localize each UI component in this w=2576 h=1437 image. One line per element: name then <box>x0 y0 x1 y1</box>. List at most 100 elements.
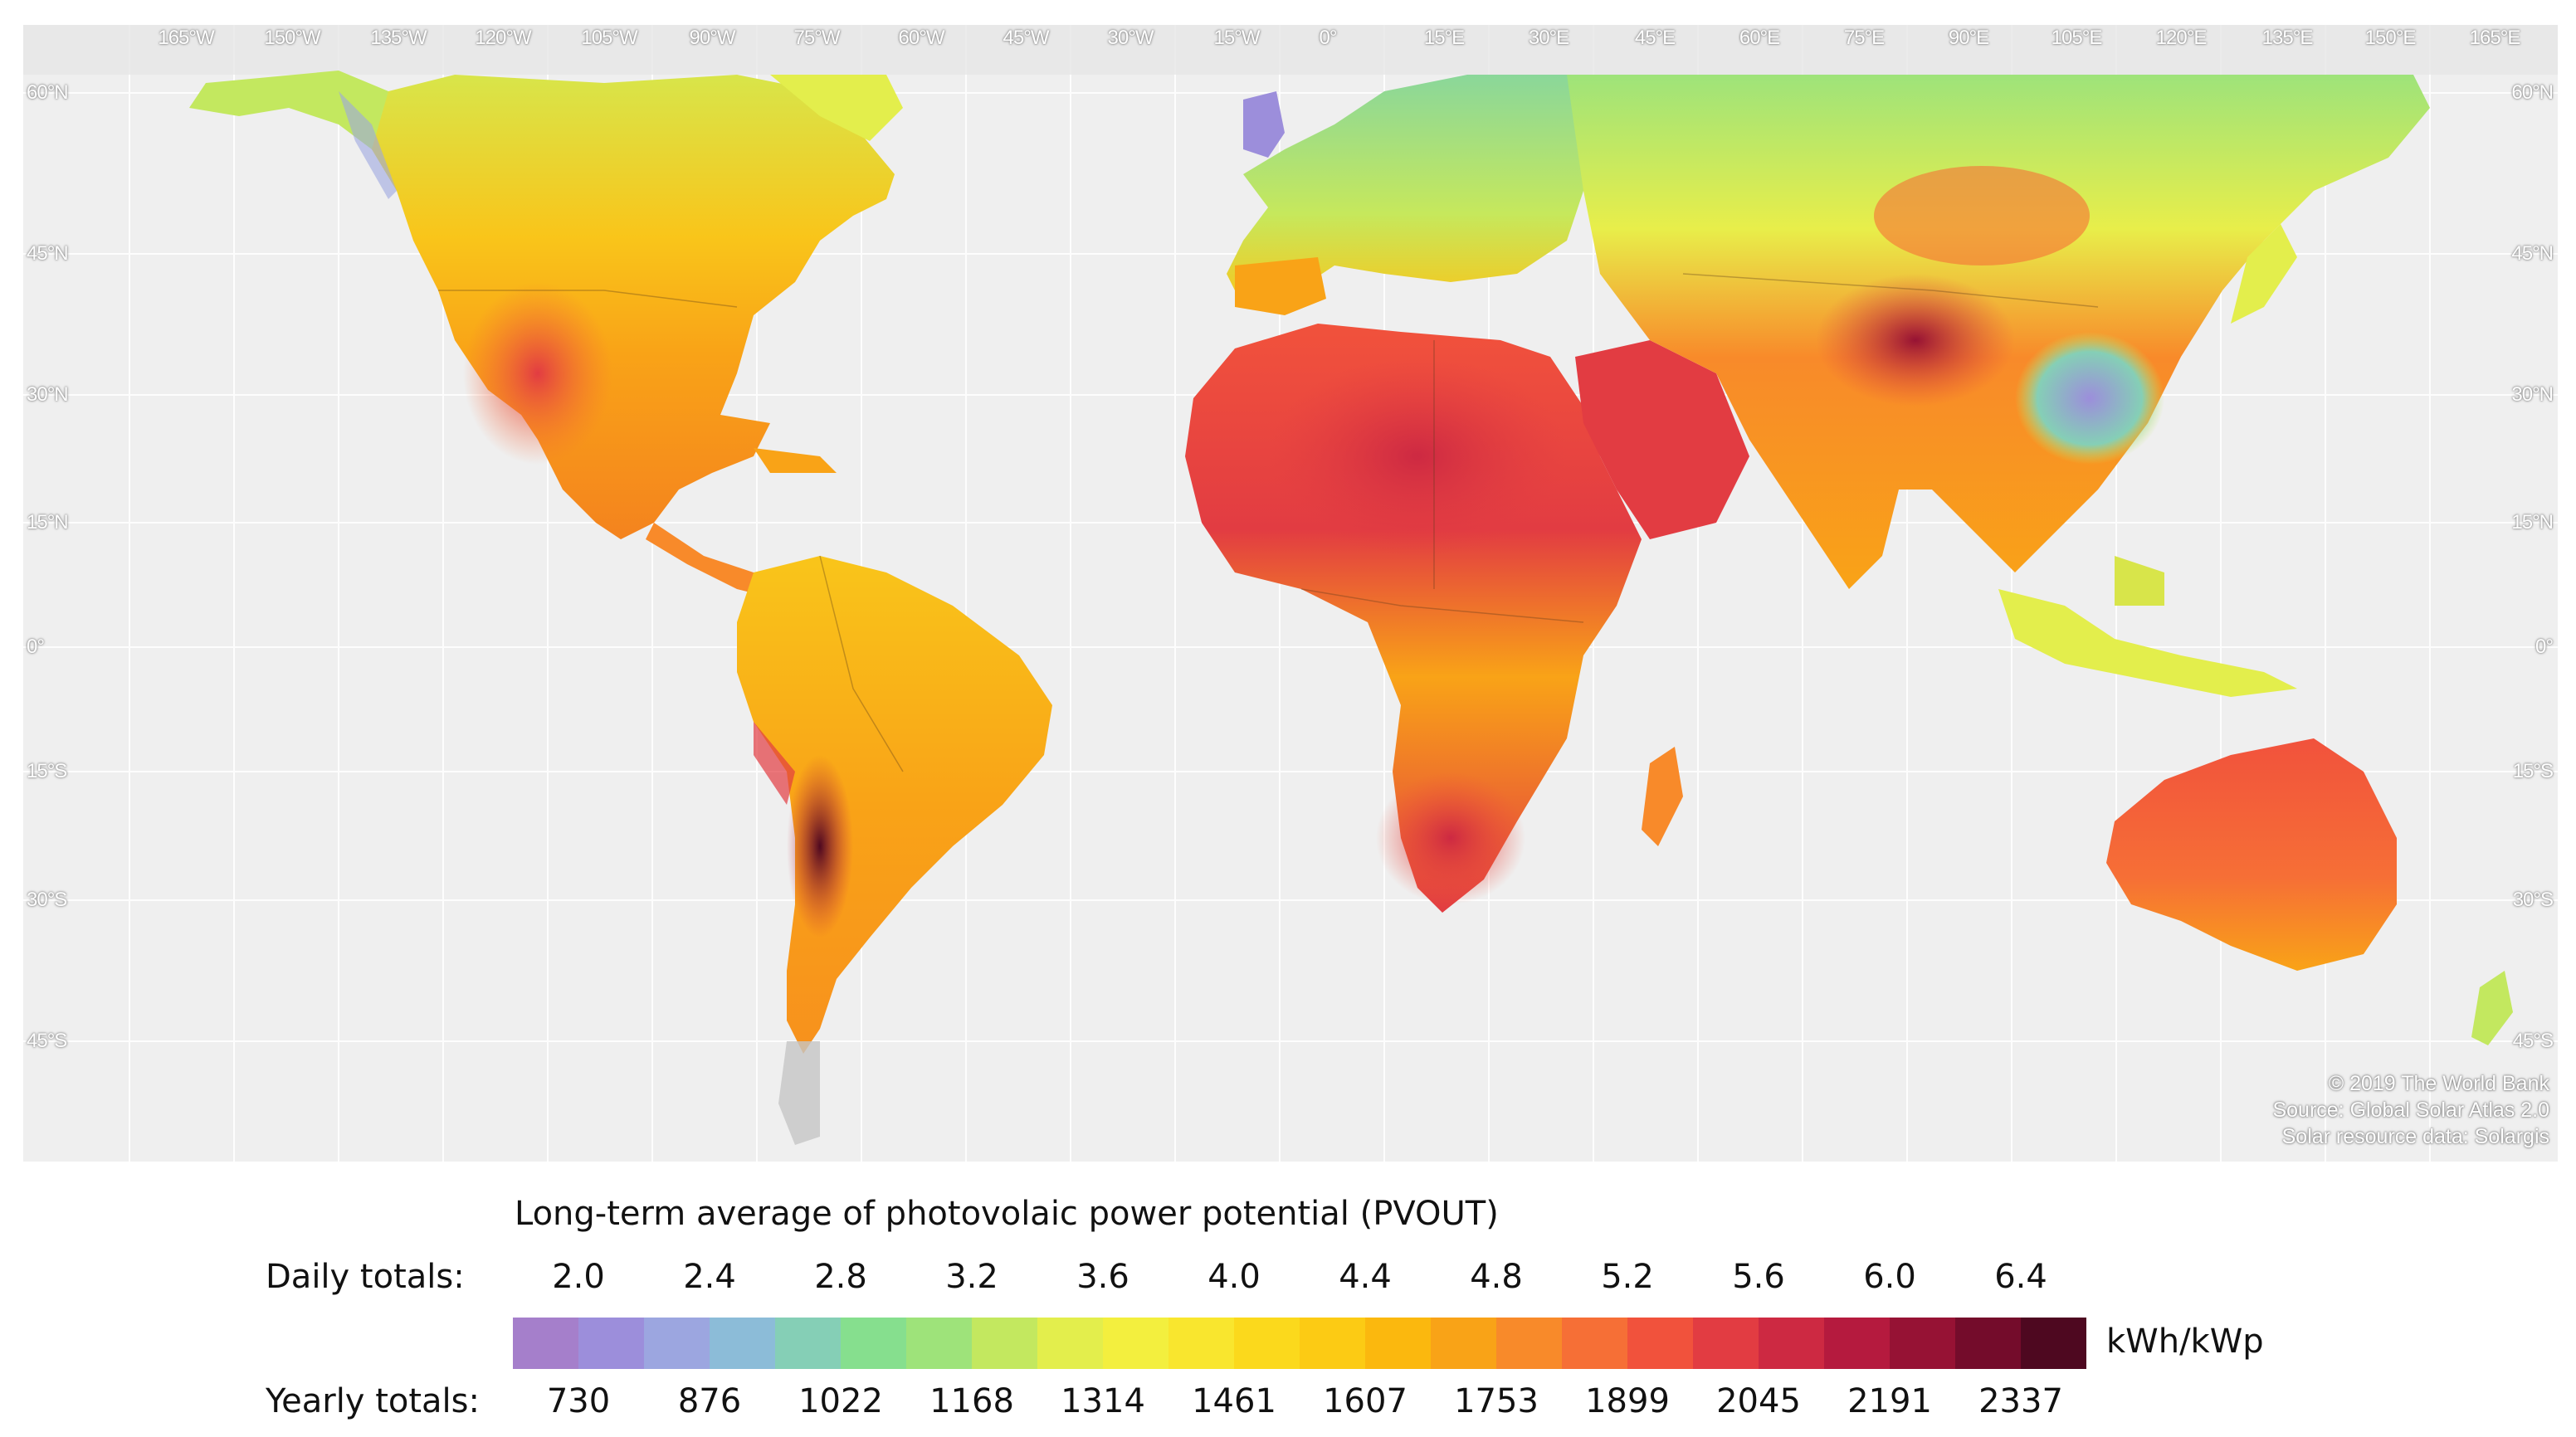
arabian-peninsula <box>1575 340 1749 539</box>
pvout-map-graphic <box>23 25 2558 1162</box>
longitude-label: 60°W <box>898 27 945 49</box>
japan <box>2231 224 2297 324</box>
north-america <box>355 75 895 539</box>
latitude-label: 0° <box>27 636 45 658</box>
daily-value: 3.6 <box>1076 1258 1129 1296</box>
madagascar <box>1642 747 1683 846</box>
yearly-value: 2191 <box>1847 1382 1932 1420</box>
daily-totals-label: Daily totals: <box>266 1258 465 1296</box>
daily-value: 5.2 <box>1601 1258 1654 1296</box>
colorbar-swatch <box>972 1318 1037 1369</box>
longitude-label: 120°W <box>475 27 531 49</box>
longitude-label: 60°E <box>1739 27 1780 49</box>
unit-label: kWh/kWp <box>2106 1323 2264 1361</box>
colorbar-swatch <box>644 1318 710 1369</box>
latitude-label: 0° <box>2535 636 2554 658</box>
colorbar-swatch <box>1168 1318 1234 1369</box>
latitude-label: 45°N <box>27 242 69 265</box>
yearly-value: 1022 <box>798 1382 883 1420</box>
latitude-label: 30°S <box>27 889 67 911</box>
longitude-label: 30°E <box>1528 27 1569 49</box>
colorbar-swatch <box>1824 1318 1890 1369</box>
latitude-label: 60°N <box>2511 81 2554 104</box>
world-map: 165°W 150°W 135°W 120°W 105°W 90°W 75°W … <box>23 25 2558 1162</box>
colorbar-swatch <box>2021 1318 2086 1369</box>
colorbar-swatch <box>1496 1318 1562 1369</box>
australia <box>2106 738 2397 971</box>
longitude-label: 90°E <box>1948 27 1989 49</box>
longitude-label: 90°W <box>689 27 736 49</box>
latitude-label: 45°N <box>2511 242 2554 265</box>
longitude-label: 75°W <box>793 27 841 49</box>
colorbar-swatch <box>1693 1318 1759 1369</box>
longitude-label: 45°E <box>1634 27 1676 49</box>
new-zealand <box>2471 971 2513 1045</box>
latitude-label: 15°S <box>27 760 67 782</box>
map-credits: © 2019 The World Bank Source: Global Sol… <box>2272 1070 2549 1150</box>
latitude-label: 45°S <box>2512 1030 2554 1052</box>
daily-value: 6.4 <box>1994 1258 2047 1296</box>
yearly-value: 1753 <box>1454 1382 1539 1420</box>
longitude-label: 165°W <box>158 27 214 49</box>
daily-value: 6.0 <box>1863 1258 1916 1296</box>
colorbar-swatch <box>1955 1318 2021 1369</box>
latitude-label: 30°S <box>2512 889 2554 911</box>
longitude-label: 150°W <box>264 27 320 49</box>
longitude-label: 120°E <box>2155 27 2208 49</box>
yearly-value: 1461 <box>1192 1382 1276 1420</box>
latitude-label: 15°N <box>27 511 69 533</box>
longitude-label: 75°E <box>1843 27 1885 49</box>
colorbar-swatch <box>1103 1318 1168 1369</box>
longitude-label: 165°E <box>2469 27 2521 49</box>
latitude-label: 60°N <box>27 81 69 104</box>
colorbar-swatch <box>578 1318 644 1369</box>
colorbar-swatch <box>1562 1318 1627 1369</box>
credit-line: Source: Global Solar Atlas 2.0 <box>2272 1098 2549 1122</box>
colorbar <box>513 1318 2086 1369</box>
colorbar-swatch <box>1037 1318 1103 1369</box>
south-america <box>737 556 1052 1054</box>
colorbar-swatch <box>710 1318 775 1369</box>
yearly-value: 876 <box>677 1382 742 1420</box>
daily-value: 2.4 <box>683 1258 736 1296</box>
colorbar-swatch <box>1300 1318 1365 1369</box>
colorbar-swatch <box>1890 1318 1955 1369</box>
colorbar-swatch <box>1365 1318 1431 1369</box>
daily-value: 4.8 <box>1470 1258 1523 1296</box>
credit-line: Solar resource data: Solargis <box>2281 1125 2549 1148</box>
daily-value: 5.6 <box>1732 1258 1785 1296</box>
yearly-value: 2337 <box>1978 1382 2063 1420</box>
longitude-label: 15°E <box>1423 27 1465 49</box>
longitude-label: 150°E <box>2364 27 2417 49</box>
colorbar-swatch <box>1627 1318 1693 1369</box>
daily-value: 4.0 <box>1208 1258 1261 1296</box>
colorbar-swatch <box>906 1318 972 1369</box>
longitude-label: 135°E <box>2261 27 2314 49</box>
longitude-label: 135°W <box>370 27 427 49</box>
colorbar-swatch <box>1759 1318 1824 1369</box>
yearly-totals-label: Yearly totals: <box>266 1382 480 1420</box>
latitude-label: 30°N <box>2511 383 2554 406</box>
europe <box>1227 75 1600 307</box>
british-isles <box>1243 91 1285 158</box>
colorbar-swatch <box>1431 1318 1496 1369</box>
indonesia <box>1998 589 2297 697</box>
yearly-value: 1314 <box>1061 1382 1145 1420</box>
latitude-label: 15°S <box>2512 760 2554 782</box>
alaska <box>189 71 388 149</box>
yearly-value: 730 <box>546 1382 611 1420</box>
daily-value: 2.8 <box>814 1258 867 1296</box>
credit-line: © 2019 The World Bank <box>2328 1072 2549 1095</box>
yearly-value: 2045 <box>1716 1382 1801 1420</box>
colorbar-swatch <box>513 1318 578 1369</box>
longitude-label: 0° <box>1319 27 1338 49</box>
longitude-label: 45°W <box>1003 27 1050 49</box>
daily-value: 4.4 <box>1339 1258 1392 1296</box>
latitude-label: 45°S <box>27 1030 67 1052</box>
longitude-label: 105°W <box>581 27 637 49</box>
colorbar-swatch <box>775 1318 841 1369</box>
longitude-label: 105°E <box>2051 27 2103 49</box>
longitude-label: 15°W <box>1213 27 1261 49</box>
daily-value: 3.2 <box>945 1258 998 1296</box>
colorbar-swatch <box>841 1318 906 1369</box>
